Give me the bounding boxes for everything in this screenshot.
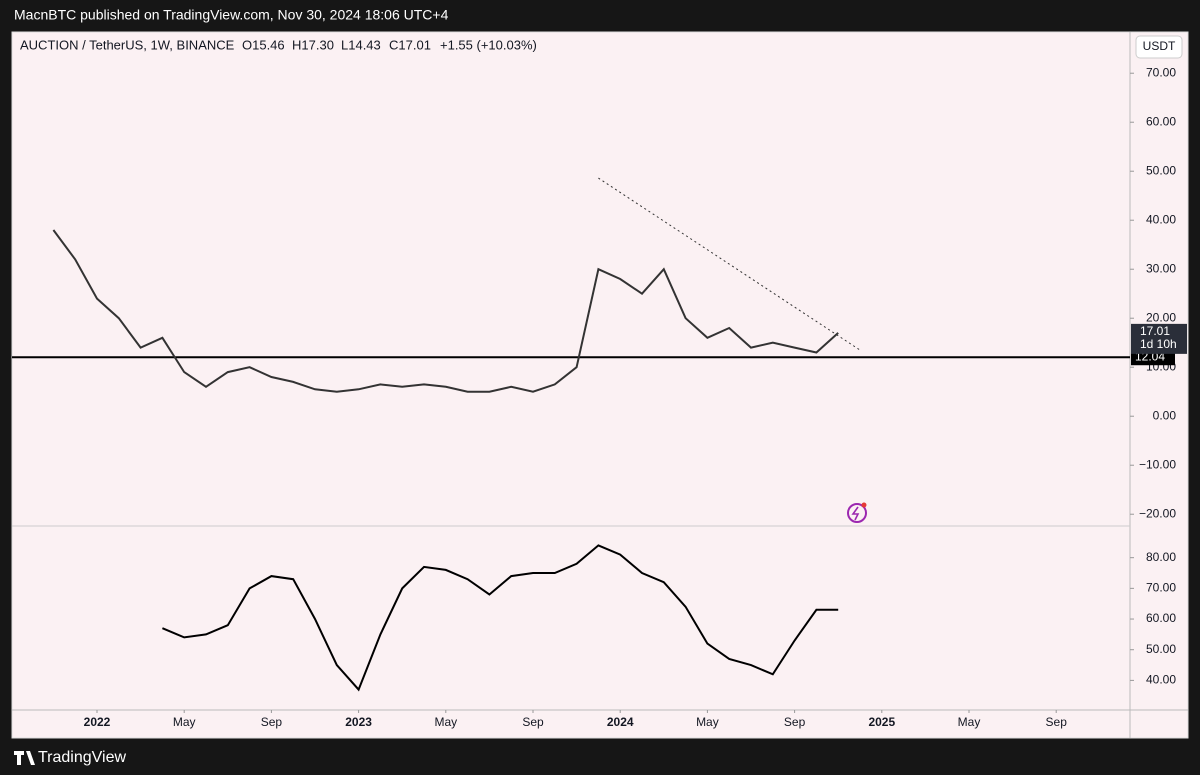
- y-tick-label: −20.00: [1139, 506, 1176, 520]
- last-price-box: [1131, 323, 1187, 354]
- branding: TradingView: [38, 749, 126, 766]
- symbol: AUCTION / TetherUS, 1W, BINANCE: [20, 37, 235, 52]
- last-price: 17.01: [1140, 324, 1170, 338]
- x-tick-label: May: [434, 715, 457, 729]
- x-tick-label: Sep: [261, 715, 283, 729]
- x-tick-label: Sep: [1046, 715, 1068, 729]
- y-tick-label: 40.00: [1146, 673, 1176, 687]
- countdown: 1d 10h: [1140, 337, 1177, 351]
- y-tick-label: 50.00: [1146, 163, 1176, 177]
- price-line: [52, 229, 839, 393]
- y-tick-label: 40.00: [1146, 212, 1176, 226]
- y-tick-label: 20.00: [1146, 310, 1176, 324]
- chart-area: [11, 31, 1189, 739]
- x-tick-label: 2024: [607, 715, 634, 729]
- y-tick-label: 0.00: [1153, 408, 1177, 422]
- y-tick-label: 60.00: [1146, 611, 1176, 625]
- y-tick-label: 30.00: [1146, 261, 1176, 275]
- price-line: [162, 544, 839, 692]
- x-tick-label: May: [696, 715, 719, 729]
- alert-icon[interactable]: [847, 503, 867, 523]
- x-tick-label: 2025: [868, 715, 895, 729]
- logo: [14, 751, 35, 765]
- x-tick-label: May: [958, 715, 981, 729]
- x-tick-label: 2023: [345, 715, 372, 729]
- low: L14.43: [341, 37, 381, 52]
- y-tick-label: −10.00: [1139, 457, 1176, 471]
- x-tick-label: Sep: [522, 715, 544, 729]
- close: C17.01: [389, 37, 431, 52]
- y-tick-label: 70.00: [1146, 65, 1176, 79]
- currency-box[interactable]: [1135, 35, 1183, 59]
- change: +1.55 (+10.03%): [440, 37, 537, 52]
- y-tick-label: 70.00: [1146, 581, 1176, 595]
- published: MacnBTC published on TradingView.com, No…: [14, 7, 449, 23]
- y-tick-label: 80.00: [1146, 550, 1176, 564]
- x-tick-label: 2022: [84, 715, 111, 729]
- high: H17.30: [292, 37, 334, 52]
- open: O15.46: [242, 37, 285, 52]
- trendline: [598, 177, 861, 351]
- alert-bolt: [851, 506, 860, 521]
- currency[interactable]: USDT: [1143, 39, 1176, 53]
- x-tick-label: May: [173, 715, 196, 729]
- y-tick-label: 60.00: [1146, 114, 1176, 128]
- x-tick-label: Sep: [784, 715, 806, 729]
- y-tick-label: 50.00: [1146, 642, 1176, 656]
- alert-dot: [861, 502, 867, 508]
